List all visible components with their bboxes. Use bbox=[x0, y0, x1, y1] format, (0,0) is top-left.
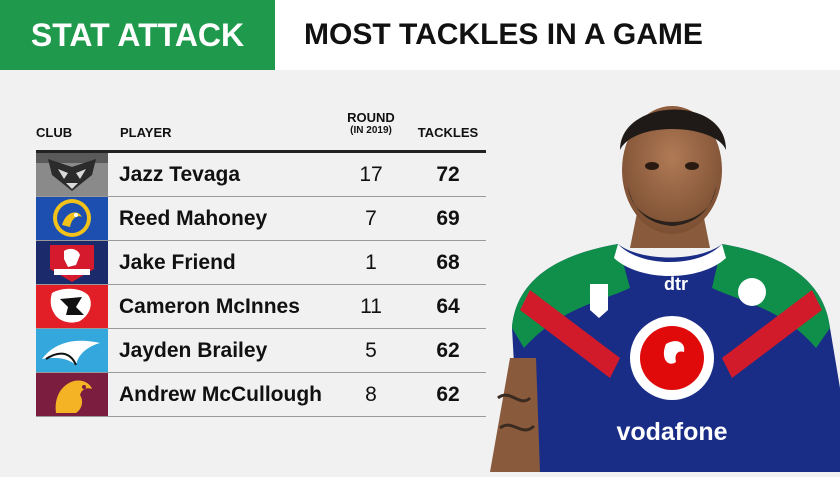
tackles-value: 68 bbox=[436, 251, 460, 274]
sharks-logo-icon bbox=[36, 329, 108, 372]
player-name: Jayden Brailey bbox=[119, 339, 268, 362]
table-top-rule bbox=[36, 150, 486, 153]
column-header-round-sub: (IN 2019) bbox=[350, 125, 392, 136]
jersey-sponsor-text: vodafone bbox=[616, 418, 727, 446]
player-photo: vodafone dtr bbox=[490, 58, 840, 472]
tackles-table: Jazz Tevaga 17 72 Reed Mahoney 7 69 bbox=[36, 153, 486, 417]
eels-logo-icon bbox=[36, 197, 108, 240]
table-row: Jake Friend 1 68 bbox=[36, 241, 486, 285]
round-value: 5 bbox=[365, 339, 377, 362]
round-value: 1 bbox=[365, 251, 377, 274]
tackles-value: 69 bbox=[436, 207, 460, 230]
round-value: 11 bbox=[360, 295, 382, 318]
player-name: Jake Friend bbox=[119, 251, 236, 274]
roosters-logo-icon bbox=[36, 241, 108, 284]
column-header-tackles: TACKLES bbox=[417, 125, 479, 140]
player-name: Reed Mahoney bbox=[119, 207, 268, 230]
player-name: Cameron McInnes bbox=[119, 295, 300, 318]
player-name: Andrew McCullough bbox=[119, 383, 322, 406]
tackles-value: 62 bbox=[436, 383, 460, 406]
table-row: Reed Mahoney 7 69 bbox=[36, 197, 486, 241]
column-header-player: PLAYER bbox=[120, 125, 172, 140]
round-value: 17 bbox=[359, 163, 383, 186]
table-row: Jayden Brailey 5 62 bbox=[36, 329, 486, 373]
page-title: MOST TACKLES IN A GAME bbox=[304, 18, 703, 51]
round-value: 7 bbox=[365, 207, 377, 230]
broncos-logo-icon bbox=[36, 373, 108, 416]
warriors-logo-icon bbox=[36, 153, 108, 196]
tackles-value: 64 bbox=[436, 295, 460, 318]
tackles-value: 72 bbox=[436, 163, 460, 186]
jersey-brand-text: dtr bbox=[664, 274, 688, 294]
table-row: Cameron McInnes 11 64 bbox=[36, 285, 486, 329]
column-header-club: CLUB bbox=[36, 125, 73, 140]
player-name: Jazz Tevaga bbox=[119, 163, 241, 186]
column-header-round: ROUND (IN 2019) bbox=[336, 111, 406, 137]
round-value: 8 bbox=[365, 383, 377, 406]
stat-attack-tag: STAT ATTACK bbox=[0, 0, 275, 70]
dragons-logo-icon bbox=[36, 285, 108, 328]
header-bar: STAT ATTACK MOST TACKLES IN A GAME bbox=[0, 0, 840, 70]
table-row: Jazz Tevaga 17 72 bbox=[36, 153, 486, 197]
column-header-round-label: ROUND bbox=[347, 110, 395, 125]
tackles-value: 62 bbox=[436, 339, 460, 362]
table-row: Andrew McCullough 8 62 bbox=[36, 373, 486, 417]
